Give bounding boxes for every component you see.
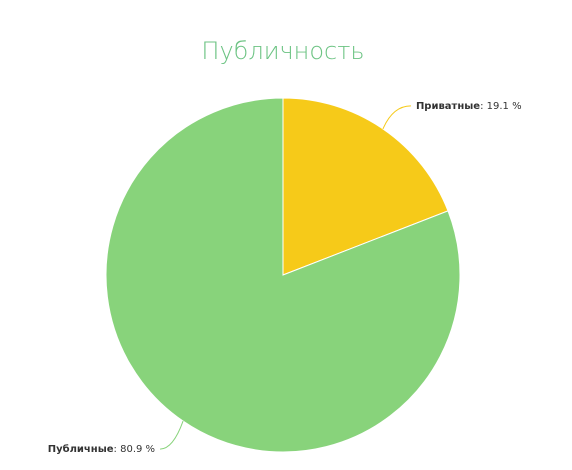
data-label: Приватные: 19.1 % bbox=[416, 101, 522, 112]
value-label: : 80.9 % bbox=[114, 444, 156, 455]
label-connector bbox=[382, 105, 411, 130]
category-label: Публичные bbox=[48, 443, 114, 455]
label-connector bbox=[160, 420, 184, 450]
value-label: : 19.1 % bbox=[480, 101, 522, 112]
pie-slice bbox=[105, 97, 461, 453]
chart-title: Публичность bbox=[201, 37, 364, 65]
data-label: Публичные: 80.9 % bbox=[48, 443, 155, 455]
category-label: Приватные bbox=[416, 101, 480, 112]
